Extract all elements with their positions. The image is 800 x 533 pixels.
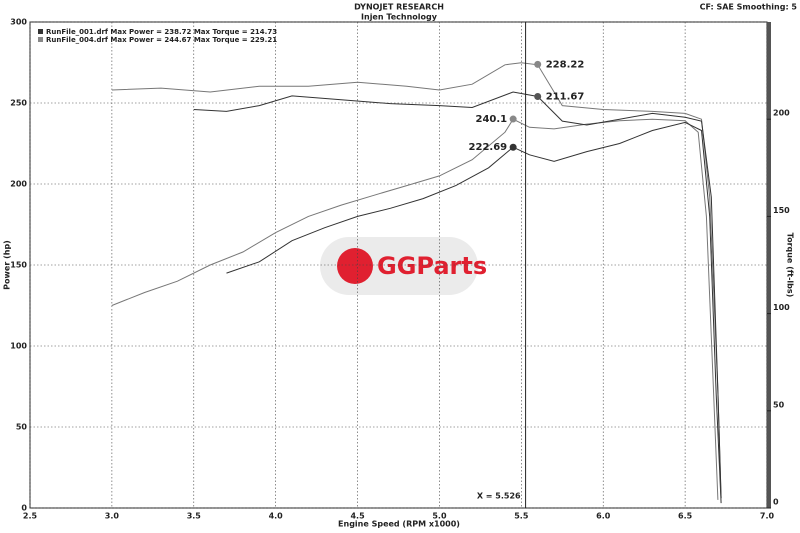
y2-tick-label: 150 bbox=[773, 206, 790, 215]
y-tick-label: 50 bbox=[16, 423, 28, 432]
legend-label: RunFile_004.drf Max Power = 244.67 Max T… bbox=[46, 36, 277, 44]
right-edge bbox=[767, 22, 771, 508]
y-tick-label: 250 bbox=[10, 99, 27, 108]
legend-swatch bbox=[38, 29, 43, 34]
x-tick-label: 6.0 bbox=[596, 512, 611, 521]
y2-axis-label: Torque (ft-lbs) bbox=[786, 233, 795, 298]
watermark-group: GGParts bbox=[320, 237, 487, 295]
x-tick-label: 5.5 bbox=[514, 512, 529, 521]
x-tick-label: 2.5 bbox=[23, 512, 38, 521]
series-line bbox=[111, 62, 722, 499]
marker-label: 222.69 bbox=[469, 142, 508, 153]
x-tick-label: 7.0 bbox=[760, 512, 775, 521]
y2-tick-label: 50 bbox=[773, 400, 785, 409]
y-tick-label: 300 bbox=[10, 18, 27, 27]
x-tick-label: 3.5 bbox=[187, 512, 202, 521]
marker-label: 228.22 bbox=[546, 59, 585, 70]
marker-dot bbox=[509, 143, 517, 151]
x-tick-label: 4.0 bbox=[269, 512, 284, 521]
chart-title: DYNOJET RESEARCH bbox=[354, 3, 444, 12]
y-tick-label: 200 bbox=[10, 180, 27, 189]
y2-tick-label: 0 bbox=[773, 498, 779, 507]
y-tick-label: 0 bbox=[21, 504, 27, 513]
legend-label: RunFile_001.drf Max Power = 238.72 Max T… bbox=[46, 28, 277, 36]
settings-text: CF: SAE Smoothing: 5 bbox=[700, 3, 798, 12]
series-line bbox=[111, 118, 719, 500]
watermark-icon bbox=[337, 248, 373, 284]
legend-swatch bbox=[38, 37, 43, 42]
x-tick-label: 5.0 bbox=[432, 512, 447, 521]
marker-dot bbox=[534, 93, 542, 101]
x-axis-label: Engine Speed (RPM x1000) bbox=[338, 520, 460, 529]
marker-dot bbox=[534, 60, 542, 68]
y-axis-label: Power (hp) bbox=[3, 240, 12, 290]
marker-dot bbox=[509, 115, 517, 123]
chart-subtitle: Injen Technology bbox=[361, 13, 438, 22]
watermark: GGParts bbox=[377, 252, 487, 280]
y-tick-label: 150 bbox=[10, 261, 27, 270]
series-line bbox=[226, 121, 722, 504]
cursor-label: X = 5.526 bbox=[477, 492, 521, 501]
y-tick-label: 100 bbox=[10, 342, 27, 351]
marker-label: 240.1 bbox=[476, 114, 508, 125]
y2-tick-label: 100 bbox=[773, 303, 790, 312]
marker-label: 211.67 bbox=[546, 92, 585, 103]
x-tick-label: 3.0 bbox=[105, 512, 120, 521]
y2-tick-label: 200 bbox=[773, 109, 790, 118]
x-tick-label: 4.5 bbox=[350, 512, 365, 521]
x-tick-label: 6.5 bbox=[678, 512, 693, 521]
series-line bbox=[193, 91, 722, 499]
